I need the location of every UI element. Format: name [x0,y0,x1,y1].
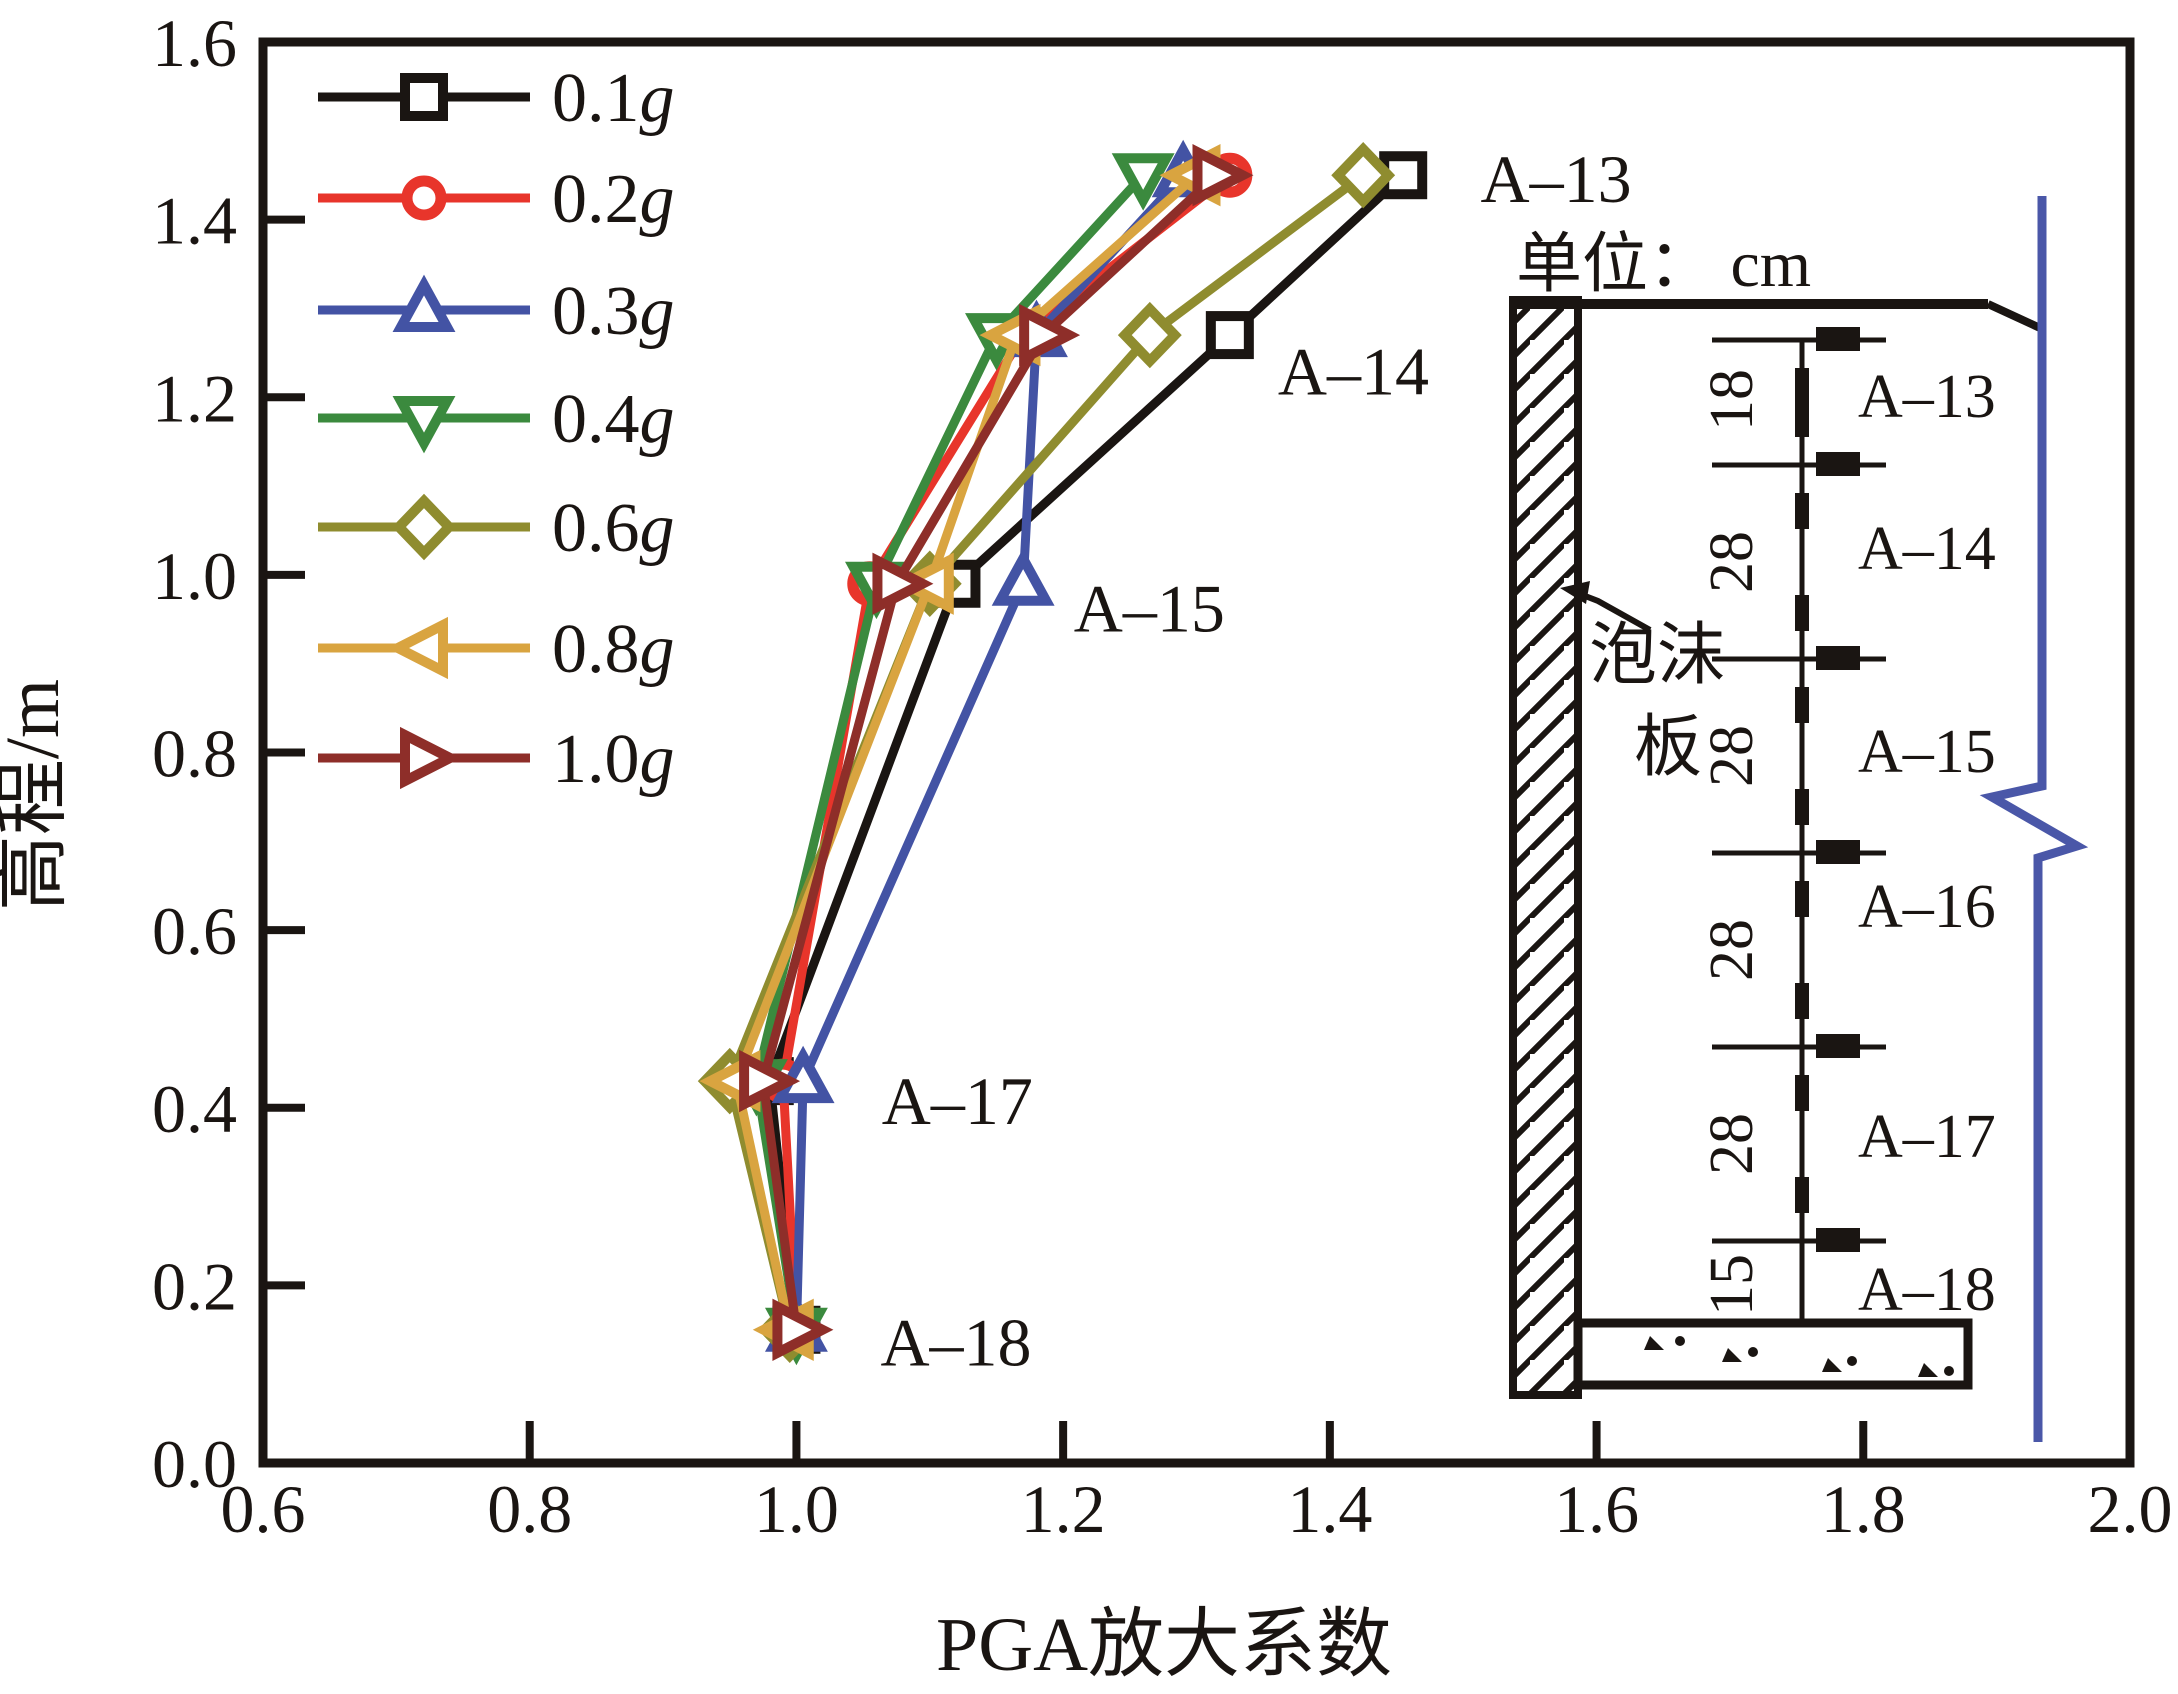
x-tick-label: 0.8 [487,1471,572,1547]
legend-marker-0.4g [392,396,456,454]
inset-sensor-label: A–15 [1858,718,1996,786]
x-tick-label: 1.0 [754,1471,839,1547]
inset-break-line [1979,196,2089,1442]
series-marker-0.4g [1111,153,1175,211]
y-tick-label: 1.0 [152,538,237,614]
inset-sensor-label: A–17 [1858,1103,1996,1171]
legend-marker-0.3g [392,274,456,332]
x-tick-label: 1.8 [1821,1471,1906,1547]
inset-sensor-label: A–13 [1858,363,1996,431]
legend-marker-0.8g [387,616,448,680]
inset-base-slab [1573,1318,1973,1390]
inset-gravel-mark [1748,1347,1758,1357]
legend-marker-1.0g [400,726,461,790]
inset-sensor-icon [1816,840,1860,864]
inset-dim-dash [1795,1177,1809,1213]
inset-sensor-icon [1816,452,1860,476]
legend-label-0.2g: 0.2g [552,161,675,238]
series-marker-0.6g [1331,142,1396,209]
legend-label-0.4g: 0.4g [552,381,675,458]
series-marker-1.0g [772,1298,834,1361]
inset-gravel-mark [1675,1336,1685,1346]
y-tick-label: 1.2 [152,360,237,436]
inset-dim-dash [1795,1075,1809,1111]
inset-sensor-icon [1816,1228,1860,1252]
x-tick-label: 0.6 [221,1471,306,1547]
inset-dimension-value: 18 [1698,369,1766,431]
legend-marker-0.6g [392,493,456,561]
y-tick-label: 1.6 [152,5,237,81]
series-marker-1.0g [739,1049,801,1113]
inset-foam-label-line1: 泡沫 [1589,617,1725,693]
inset-gravel-mark [1918,1363,1938,1377]
inset-dim-dash [1795,687,1809,723]
y-tick-label: 0.0 [152,1426,237,1502]
inset-dim-dash [1795,401,1809,437]
x-axis-title: PGA放大系数 [936,1603,1392,1687]
inset-dimension-value: 28 [1698,1113,1766,1175]
annotation-A–17: A–17 [882,1063,1033,1139]
inset-dim-dash [1795,595,1809,631]
series-marker-0.6g [1117,301,1182,369]
series-marker-1.0g [1192,144,1254,207]
inset-sensor-label: A–18 [1858,1256,1996,1324]
legend-marker-0.1g [400,73,448,121]
series-marker-0.1g [1379,151,1428,200]
inset-dim-dash [1795,789,1809,825]
y-tick-label: 0.6 [152,893,237,969]
inset-sensor-icon [1816,1034,1860,1058]
legend-label-0.6g: 0.6g [552,490,675,567]
x-tick-label: 1.4 [1287,1471,1372,1547]
inset-sensor-icon [1816,646,1860,670]
y-tick-label: 0.2 [152,1248,237,1324]
y-tick-label: 0.8 [152,716,237,792]
annotation-A–15: A–15 [1074,571,1225,647]
inset-gravel-mark [1722,1348,1742,1362]
series-marker-0.1g [1205,311,1254,360]
inset-gravel-mark [1822,1358,1842,1372]
inset-foam-arrow-head [1560,581,1590,604]
x-tick-label: 1.6 [1554,1471,1639,1547]
inset-dimension-value: 15 [1698,1254,1766,1316]
y-tick-label: 1.4 [152,183,237,259]
inset-dimension-value: 28 [1698,531,1766,593]
inset-wall [1509,296,1582,1399]
inset-gravel-mark [1847,1356,1857,1366]
x-tick-label: 2.0 [2088,1471,2173,1547]
legend-marker-0.2g [401,175,447,221]
inset-foam-label-line2: 板 [1634,709,1702,785]
inset-dimension-value: 28 [1698,919,1766,981]
annotation-A–13: A–13 [1481,141,1632,217]
inset-sensor-label: A–14 [1858,515,1996,583]
inset-sensor-icon [1816,327,1860,351]
inset-gravel-mark [1644,1336,1664,1350]
series-marker-0.3g [991,548,1055,606]
inset-gravel-mark [1944,1366,1954,1376]
inset-unit-label: 单位： cm [1516,228,1811,301]
y-axis-title: 高程/m [0,679,75,911]
inset-dim-dash [1795,881,1809,917]
series-marker-1.0g [1019,303,1081,367]
legend-label-0.3g: 0.3g [552,273,675,350]
inset-top-connector [1986,300,2042,332]
inset-dimension-value: 28 [1698,725,1766,787]
annotation-A–18: A–18 [880,1304,1031,1380]
inset-dim-dash [1795,983,1809,1019]
y-tick-label: 0.4 [152,1071,237,1147]
inset-dim-dash [1795,368,1809,404]
inset-dim-dash [1795,493,1809,529]
inset-sensor-label: A–16 [1858,873,1996,941]
annotation-A–14: A–14 [1278,334,1429,410]
series-marker-1.0g [872,552,934,615]
legend-label-0.8g: 0.8g [552,611,675,688]
x-tick-label: 1.2 [1021,1471,1106,1547]
legend-label-0.1g: 0.1g [552,60,675,137]
legend-label-1.0g: 1.0g [552,721,675,798]
